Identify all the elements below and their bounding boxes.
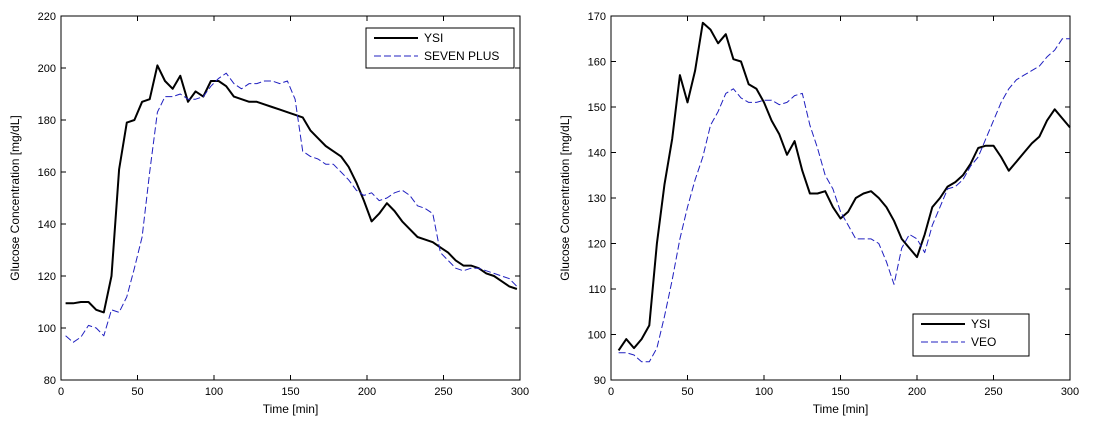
y-tick-label: 170 bbox=[588, 11, 606, 23]
x-tick-label: 250 bbox=[984, 386, 1002, 398]
y-tick-label: 90 bbox=[594, 375, 606, 387]
legend-label: SEVEN PLUS bbox=[424, 49, 499, 63]
legend-label: VEO bbox=[971, 335, 996, 349]
x-tick-label: 50 bbox=[681, 386, 693, 398]
chart-2: 0 50 100 150 200 250 300 90 100 110 120 130 140 150 16… bbox=[558, 11, 1079, 416]
legend: YSI SEVEN PLUS bbox=[365, 27, 515, 69]
series-line-seven-plus bbox=[65, 72, 518, 343]
x-tick-label: 0 bbox=[58, 386, 64, 398]
y-tick-label: 180 bbox=[38, 115, 56, 127]
legend: YSI VEO bbox=[912, 313, 1030, 357]
legend-label: YSI bbox=[424, 31, 443, 45]
y-axis-label: Glucose Concentration [mg/dL] bbox=[558, 115, 572, 280]
series-line-ysi bbox=[617, 21, 1071, 351]
x-tick-label: 200 bbox=[908, 386, 926, 398]
y-tick-label: 100 bbox=[38, 323, 56, 335]
x-tick-label: 100 bbox=[205, 386, 223, 398]
y-tick-label: 120 bbox=[588, 239, 606, 251]
x-tick-label: 300 bbox=[1061, 386, 1079, 398]
y-tick-label: 130 bbox=[588, 193, 606, 205]
y-tick-label: 150 bbox=[588, 102, 606, 114]
y-tick-label: 100 bbox=[588, 330, 606, 342]
x-axis-label: Time [min] bbox=[813, 402, 869, 416]
series-line-ysi bbox=[65, 64, 518, 314]
legend-label: YSI bbox=[971, 317, 990, 331]
chart-1: 0 50 100 150 200 250 300 80 100 120 140 160 180 200 22… bbox=[8, 11, 529, 416]
y-tick-label: 80 bbox=[44, 375, 56, 387]
plot-area bbox=[60, 15, 521, 381]
y-tick-label: 200 bbox=[38, 63, 56, 75]
y-tick-label: 220 bbox=[38, 11, 56, 23]
x-tick-label: 100 bbox=[755, 386, 773, 398]
legend-box bbox=[365, 27, 515, 69]
y-tick-label: 160 bbox=[588, 57, 606, 69]
x-tick-label: 150 bbox=[281, 386, 299, 398]
x-tick-label: 200 bbox=[358, 386, 376, 398]
x-tick-label: 250 bbox=[434, 386, 452, 398]
y-tick-label: 110 bbox=[588, 284, 606, 296]
y-tick-label: 120 bbox=[38, 271, 56, 283]
x-axis-label: Time [min] bbox=[263, 402, 319, 416]
y-tick-label: 140 bbox=[38, 219, 56, 231]
x-tick-label: 150 bbox=[831, 386, 849, 398]
legend-box bbox=[912, 313, 1030, 357]
x-tick-label: 300 bbox=[511, 386, 529, 398]
y-tick-label: 160 bbox=[38, 167, 56, 179]
y-axis-label: Glucose Concentration [mg/dL] bbox=[8, 115, 22, 280]
x-tick-label: 0 bbox=[608, 386, 614, 398]
series-line-veo bbox=[618, 38, 1070, 363]
x-tick-label: 50 bbox=[131, 386, 143, 398]
y-tick-label: 140 bbox=[588, 148, 606, 160]
